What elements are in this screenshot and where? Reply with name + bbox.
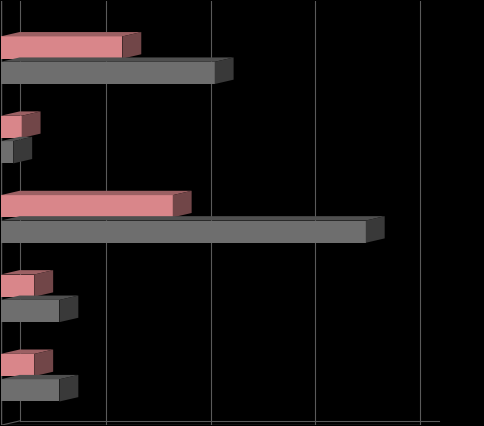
Polygon shape bbox=[0, 141, 13, 164]
Polygon shape bbox=[0, 221, 366, 243]
Polygon shape bbox=[0, 137, 32, 141]
Polygon shape bbox=[215, 58, 234, 84]
Polygon shape bbox=[0, 270, 53, 274]
Polygon shape bbox=[60, 296, 78, 322]
Polygon shape bbox=[0, 349, 53, 354]
Polygon shape bbox=[0, 62, 215, 84]
Polygon shape bbox=[0, 274, 34, 297]
Polygon shape bbox=[22, 112, 41, 138]
Polygon shape bbox=[0, 195, 173, 217]
Polygon shape bbox=[34, 349, 53, 376]
Polygon shape bbox=[0, 379, 60, 401]
Polygon shape bbox=[0, 216, 385, 221]
Polygon shape bbox=[0, 116, 22, 138]
Polygon shape bbox=[60, 375, 78, 401]
Polygon shape bbox=[0, 58, 234, 62]
Polygon shape bbox=[34, 270, 53, 297]
Polygon shape bbox=[173, 191, 192, 217]
Polygon shape bbox=[13, 137, 32, 164]
Polygon shape bbox=[366, 216, 385, 243]
Polygon shape bbox=[0, 375, 78, 379]
Polygon shape bbox=[0, 112, 41, 116]
Polygon shape bbox=[0, 32, 141, 36]
Polygon shape bbox=[122, 32, 141, 59]
Polygon shape bbox=[0, 354, 34, 376]
Polygon shape bbox=[0, 36, 122, 59]
Polygon shape bbox=[0, 296, 78, 300]
Polygon shape bbox=[0, 191, 192, 195]
Polygon shape bbox=[0, 300, 60, 322]
